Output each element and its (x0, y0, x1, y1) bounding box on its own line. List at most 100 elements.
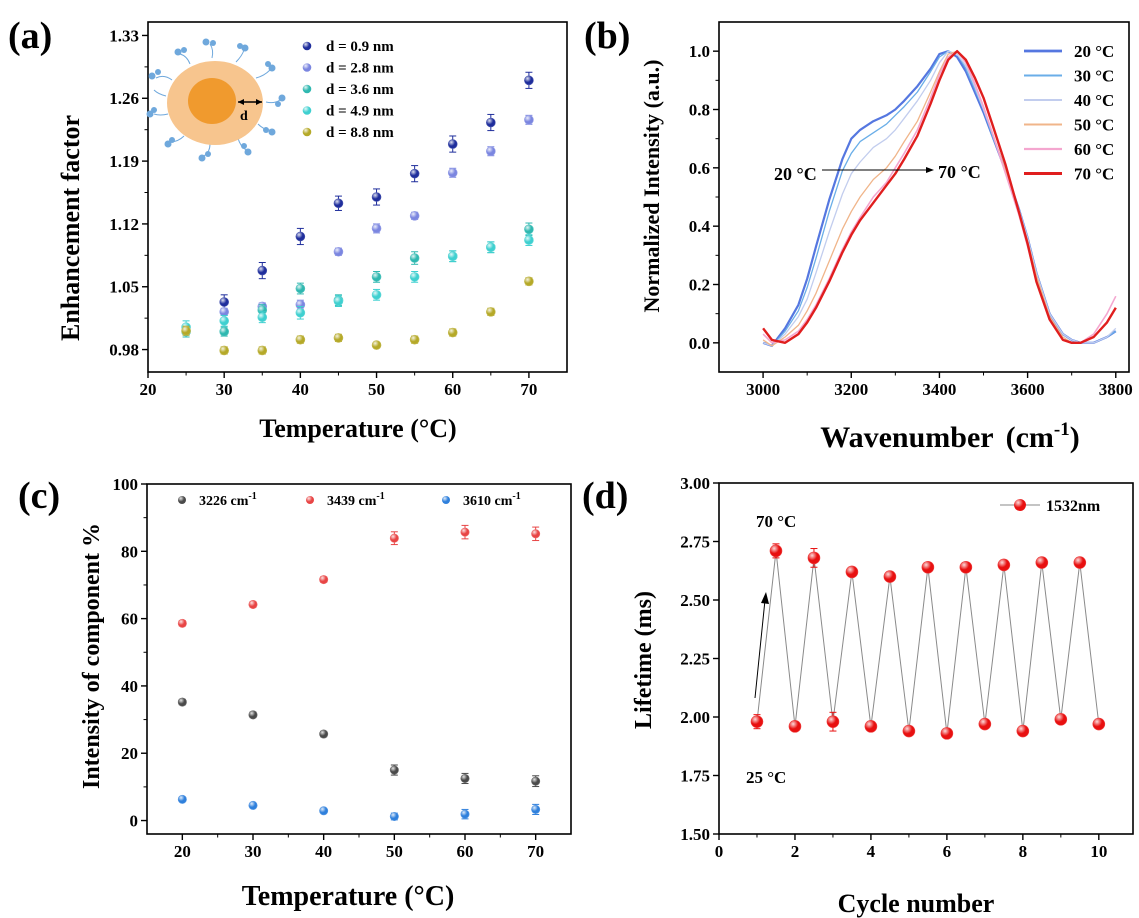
data-point-c-1 (177, 618, 187, 628)
x-tick-label-b: 3400 (922, 380, 956, 399)
legend-label-a-3: d = 4.9 nm (326, 104, 394, 120)
legend-label-c-1: 3439 cm-1 (327, 491, 385, 509)
y-axis-label-a: Enhancement factor (56, 115, 85, 341)
plot-frame-c (146, 483, 572, 835)
data-point-a-4 (371, 340, 382, 350)
x-tick-label-d: 8 (1019, 842, 1028, 861)
legend-label-c-text: 3610 cm (463, 494, 513, 509)
y-tick-label-c: 100 (113, 475, 139, 494)
data-point-c-0 (177, 697, 187, 707)
x-tick-label-d: 0 (715, 842, 724, 861)
data-point-a-2 (295, 283, 306, 294)
panel-d: (d) 0 2 4 6 8 10 1.50 1.75 2.00 2.25 2.50 2.75 3.00 1… (582, 474, 1134, 918)
data-point-d-0 (826, 715, 840, 728)
data-point-a-1 (371, 223, 382, 234)
annotation-end-b: 70 °C (938, 162, 981, 182)
spectrum-line-3 (762, 50, 1117, 347)
x-axis-label-b: Wavenumber (cm-1) (820, 419, 1079, 454)
data-point-a-3 (219, 316, 229, 326)
y-tick-label-a: 0.98 (109, 341, 139, 360)
y-tick-label-a: 1.12 (109, 215, 139, 234)
x-axis-label-a: Temperature (°C) (259, 414, 456, 443)
nanoparticle-inset-icon (146, 38, 286, 162)
data-point-d-0 (769, 544, 783, 558)
data-point-a-2 (409, 253, 420, 263)
data-point-a-3 (371, 290, 382, 300)
legend-marker-a-3 (302, 106, 312, 115)
y-tick-label-c: 40 (121, 677, 138, 696)
data-point-c-2 (248, 800, 258, 810)
legend-label-a-0: d = 0.9 nm (326, 39, 394, 55)
legend-label-c-sup: -1 (248, 491, 256, 502)
data-point-c-2 (389, 811, 399, 821)
inset-label-d: d (240, 109, 248, 124)
data-point-c-1 (460, 527, 470, 537)
y-tick-label-b: 0.6 (689, 159, 710, 178)
panel-a: (a) 20 30 40 50 60 70 0.98 1.05 1.12 1.19 1.26 1.33… (8, 15, 568, 443)
plot-frame-a (147, 21, 568, 373)
legend-marker-d (1014, 499, 1026, 511)
y-tick-label-a: 1.33 (109, 26, 139, 45)
legend-label-c-2: 3610 cm-1 (463, 491, 521, 509)
data-point-a-0 (447, 139, 458, 149)
data-point-a-3 (486, 242, 496, 253)
data-point-c-1 (389, 533, 399, 543)
data-point-c-1 (319, 575, 329, 585)
data-point-a-2 (524, 224, 534, 235)
panel-label-c: (c) (18, 475, 60, 517)
legend-marker-c-0 (178, 496, 186, 504)
y-axis-label-c: Intensity of component % (79, 523, 105, 789)
x-tick-label-c: 60 (457, 842, 474, 861)
legend-label-b-3: 50 °C (1074, 116, 1114, 135)
y-tick-label-b: 0.8 (689, 100, 710, 119)
data-point-c-2 (319, 806, 329, 816)
data-point-a-0 (295, 231, 306, 242)
data-point-a-0 (486, 117, 496, 128)
data-point-c-0 (389, 765, 399, 775)
data-point-a-3 (333, 296, 344, 306)
panel-b: (b) 3000 3200 3400 3600 3800 0.0 0.2 0.4 0.6 0.8 1… (584, 15, 1133, 454)
data-point-a-3 (295, 307, 306, 318)
plot-frame-b (718, 21, 1130, 373)
data-point-a-4 (333, 333, 344, 343)
legend-label-b-1: 30 °C (1074, 67, 1114, 86)
y-tick-label-d: 2.25 (680, 649, 710, 668)
y-tick-label-a: 1.05 (109, 278, 139, 297)
data-point-d-0 (997, 558, 1011, 572)
spectrum-line-1 (762, 50, 1117, 347)
x-tick-label-c: 30 (245, 842, 262, 861)
data-point-c-2 (177, 794, 187, 804)
legend-label-b-0: 20 °C (1074, 42, 1114, 61)
panel-label-a: (a) (8, 15, 52, 57)
data-point-a-1 (409, 211, 420, 221)
y-tick-label-b: 0.4 (689, 217, 711, 236)
plot-area-a: 20 30 40 50 60 70 0.98 1.05 1.12 1.19 1.26 1.33 d = … (109, 21, 568, 399)
legend-label-c-sup: -1 (512, 491, 520, 502)
x-tick-label-a: 40 (292, 380, 309, 399)
y-tick-label-b: 1.0 (689, 42, 710, 61)
data-point-a-4 (524, 276, 534, 287)
y-tick-label-c: 60 (121, 610, 138, 629)
x-tick-label-d: 6 (943, 842, 952, 861)
data-point-a-3 (447, 251, 458, 262)
data-point-a-0 (409, 168, 420, 179)
y-tick-label-d: 1.50 (680, 825, 710, 844)
legend-label-c-sup: -1 (376, 491, 384, 502)
x-tick-label-d: 4 (867, 842, 876, 861)
y-axis-label-d: Lifetime (ms) (631, 591, 657, 729)
legend-label-a-1: d = 2.8 nm (326, 61, 394, 77)
data-point-d-0 (807, 551, 821, 565)
data-point-d-0 (1054, 713, 1068, 726)
x-tick-label-c: 70 (527, 842, 544, 861)
data-point-d-0 (750, 715, 764, 728)
data-point-d-0 (921, 560, 935, 574)
y-tick-label-b: 0.2 (689, 275, 710, 294)
data-point-d-0 (902, 724, 916, 738)
annotation-low-d: 25 °C (746, 768, 786, 787)
data-point-d-0 (864, 720, 878, 733)
legend-label-a-2: d = 3.6 nm (326, 82, 394, 98)
x-axis-label-b-unit: (cm (1006, 421, 1054, 454)
panel-label-b: (b) (584, 15, 630, 57)
x-tick-label-a: 70 (520, 380, 537, 399)
